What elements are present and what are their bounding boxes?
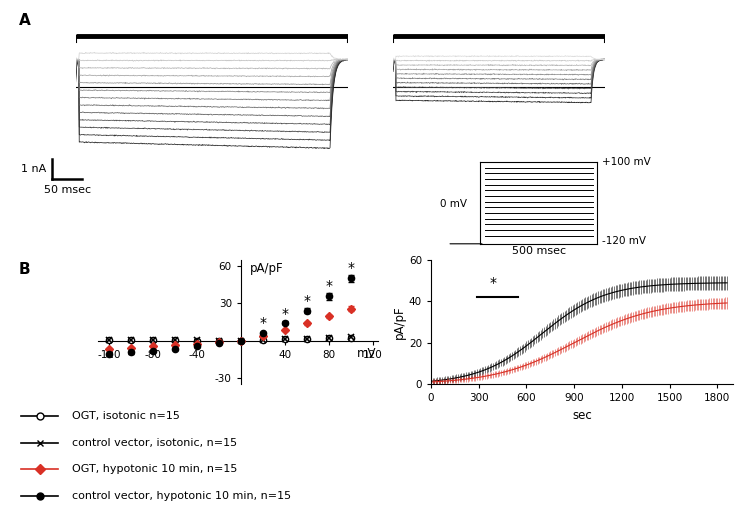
- Text: *: *: [347, 261, 354, 275]
- Text: +100 mV: +100 mV: [602, 157, 650, 166]
- Text: mV: mV: [358, 347, 376, 360]
- Text: *: *: [259, 316, 266, 330]
- Text: control vector, hypotonic 10 min, n=15: control vector, hypotonic 10 min, n=15: [72, 491, 291, 500]
- Text: *: *: [325, 279, 332, 293]
- Text: *: *: [281, 307, 288, 321]
- Text: 500 msec: 500 msec: [512, 246, 566, 257]
- Text: pA/pF: pA/pF: [249, 262, 284, 275]
- Text: OGT, hypotonic 10 min, n=15: OGT, hypotonic 10 min, n=15: [72, 464, 237, 474]
- Text: 1 nA: 1 nA: [21, 164, 46, 174]
- Text: -120 mV: -120 mV: [602, 236, 646, 246]
- Text: *: *: [489, 276, 497, 290]
- Text: OGT, isotonic n=15: OGT, isotonic n=15: [72, 411, 180, 421]
- X-axis label: sec: sec: [572, 409, 592, 422]
- Y-axis label: pA/pF: pA/pF: [393, 305, 406, 339]
- Text: A: A: [19, 13, 31, 28]
- Text: 50 msec: 50 msec: [44, 184, 91, 195]
- Text: *: *: [303, 294, 310, 307]
- Text: 0 mV: 0 mV: [440, 199, 467, 209]
- Text: control vector, isotonic, n=15: control vector, isotonic, n=15: [72, 438, 237, 447]
- Text: B: B: [19, 262, 30, 277]
